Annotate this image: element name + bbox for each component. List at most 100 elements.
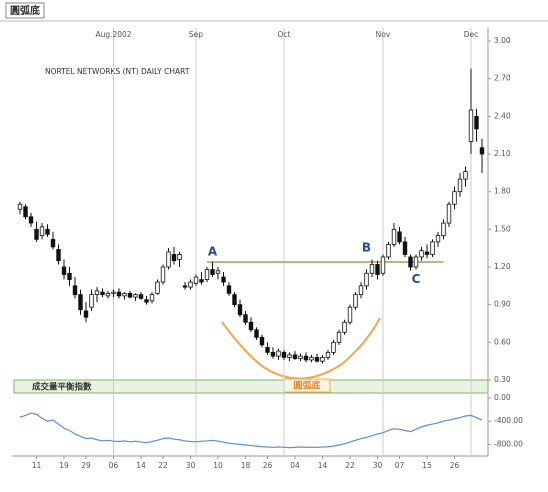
candle-body	[177, 254, 182, 260]
candle-body	[375, 264, 380, 275]
candle-body	[144, 299, 149, 303]
y-tick-label: 2.10	[494, 149, 511, 158]
candle	[265, 342, 270, 355]
candle-body	[78, 294, 83, 311]
candle-body	[204, 269, 210, 280]
candle-body	[160, 266, 166, 283]
y-tick-label: 2.40	[494, 111, 511, 120]
candle-body	[446, 203, 452, 224]
candle	[94, 287, 100, 303]
candle-body	[369, 264, 375, 274]
candle	[100, 288, 105, 298]
candle	[413, 254, 419, 270]
candle	[336, 329, 342, 345]
candle	[221, 272, 226, 286]
candle-body	[265, 346, 270, 353]
candle	[144, 295, 149, 305]
candle	[232, 292, 237, 308]
candle	[199, 272, 204, 285]
candle-body	[314, 356, 320, 362]
candle	[111, 289, 116, 298]
candle-body	[34, 228, 39, 240]
x-tick-label: 26	[450, 461, 460, 470]
candle	[193, 274, 199, 286]
candle	[287, 352, 292, 362]
x-tick-label: 14	[136, 461, 146, 470]
candle	[72, 277, 78, 299]
candle	[369, 259, 375, 278]
chart-subtitle: NORTEL NETWORKS (NT) DAILY CHART	[45, 67, 190, 76]
candle	[89, 289, 94, 311]
candle-body	[89, 294, 94, 308]
candle	[133, 293, 138, 301]
candle-body	[358, 285, 364, 296]
candle-body	[386, 243, 391, 258]
indicator-band	[13, 379, 489, 394]
x-tick-label: 10	[213, 461, 223, 470]
candle-body	[331, 341, 336, 353]
candle-body	[23, 206, 28, 218]
candle-body	[276, 350, 281, 357]
candle-body	[479, 147, 485, 155]
candle	[204, 267, 210, 283]
month-label: Nov	[376, 30, 391, 39]
candle-body	[353, 294, 358, 308]
candle	[380, 254, 386, 276]
candle	[182, 282, 188, 290]
candle-body	[325, 351, 331, 358]
candle-body	[122, 292, 127, 297]
annotation: B	[362, 241, 371, 255]
candle	[276, 348, 281, 360]
x-tick-label: 14	[318, 461, 328, 470]
y-tick-label: 3.00	[494, 36, 511, 45]
candle-body	[424, 251, 430, 255]
candle-body	[292, 354, 298, 360]
candle-body	[67, 272, 72, 280]
candle-body	[83, 310, 89, 318]
candle-body	[28, 216, 34, 224]
candle	[61, 259, 67, 280]
candle	[364, 269, 369, 290]
candle-body	[17, 203, 23, 210]
x-tick-label: 07	[395, 461, 405, 470]
candle-body	[457, 178, 463, 193]
candle	[166, 248, 171, 270]
candle-body	[226, 285, 232, 294]
candle	[397, 226, 402, 245]
candle	[375, 260, 380, 280]
candle-body	[303, 355, 309, 361]
y-tick-label: 0.30	[494, 375, 511, 384]
x-tick-label: 29	[81, 461, 91, 470]
candle-body	[259, 336, 265, 346]
candle	[408, 254, 413, 271]
candle-body	[171, 254, 177, 262]
pattern-label: 圓弧底	[293, 380, 320, 392]
candle	[171, 246, 177, 265]
candle-body	[105, 292, 111, 297]
candle	[424, 244, 430, 259]
candle	[138, 292, 144, 300]
candle	[309, 354, 314, 363]
candle-body	[61, 266, 67, 275]
candle-body	[149, 294, 155, 302]
x-tick-label: 30	[186, 461, 196, 470]
x-tick-label: 22	[158, 461, 168, 470]
x-tick-label: 30	[373, 461, 383, 470]
candle-body	[72, 285, 78, 296]
candle-body	[408, 256, 413, 268]
candle-body	[336, 331, 342, 343]
candle-body	[287, 354, 292, 358]
indicator-line	[19, 412, 483, 449]
candle	[452, 186, 457, 210]
candle	[243, 310, 248, 325]
candle	[435, 231, 441, 247]
candle-body	[441, 222, 446, 237]
candle-body	[127, 292, 133, 298]
candle	[177, 251, 182, 267]
candle-body	[435, 235, 441, 243]
candle-body	[56, 249, 61, 262]
x-tick-label: 04	[290, 461, 300, 470]
candle-body	[45, 228, 50, 235]
candle-body	[221, 276, 226, 283]
